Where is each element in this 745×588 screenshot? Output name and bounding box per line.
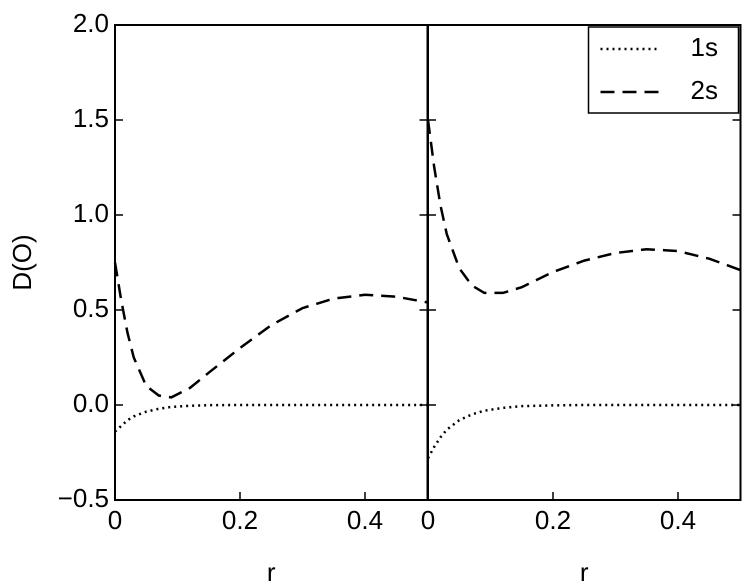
y-tick-label: 0.0 xyxy=(73,388,109,418)
x-tick-label: 0 xyxy=(108,505,122,535)
plot-frame xyxy=(427,24,742,501)
legend-label: 2s xyxy=(691,75,718,105)
x-tick-label: 0.2 xyxy=(222,505,258,535)
y-tick-label: 1.5 xyxy=(73,103,109,133)
x-tick-label: 0.2 xyxy=(535,505,571,535)
plot-frame xyxy=(114,24,429,501)
data-line xyxy=(113,262,428,399)
data-line xyxy=(426,119,741,295)
data-line xyxy=(426,403,741,459)
legend-label: 1s xyxy=(691,32,718,62)
x-axis-label: r xyxy=(580,557,589,587)
data-line xyxy=(114,403,428,433)
y-tick-label: 2.0 xyxy=(73,8,109,38)
x-tick-label: 0 xyxy=(421,505,435,535)
y-tick-label: 1.0 xyxy=(73,198,109,228)
x-tick-label: 0.4 xyxy=(660,505,696,535)
legend-box xyxy=(587,26,740,114)
y-tick-label: 0.5 xyxy=(73,293,109,323)
y-axis-label: D(O) xyxy=(7,234,37,290)
x-tick-label: 0.4 xyxy=(347,505,383,535)
y-tick-label: −0.5 xyxy=(58,483,109,513)
x-axis-label: r xyxy=(267,557,276,587)
